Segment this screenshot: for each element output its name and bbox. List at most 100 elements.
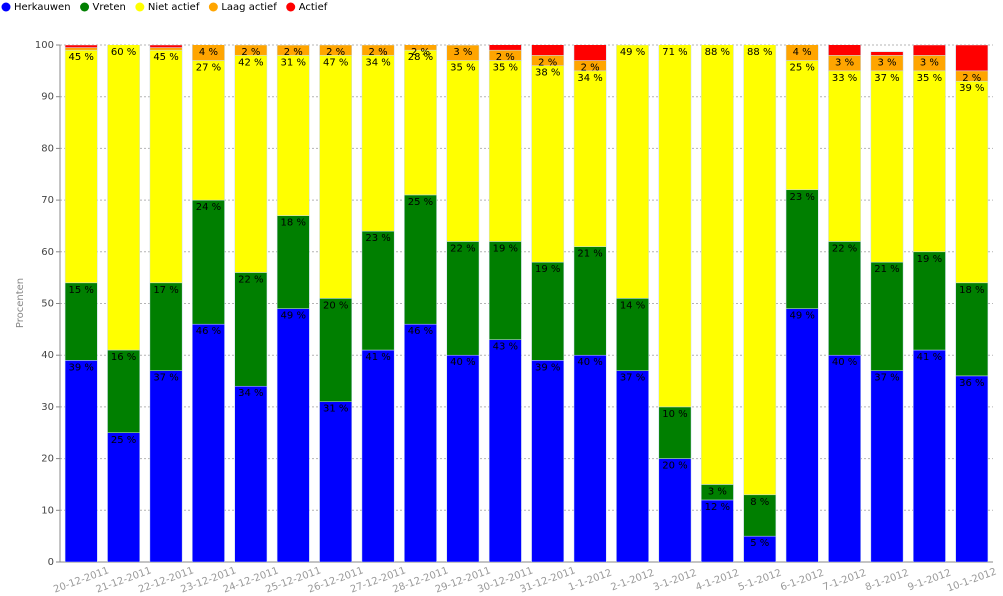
data-label: 3 % [708, 486, 727, 497]
bar-segment [404, 49, 437, 196]
bar-segment [785, 189, 819, 309]
bar-segment [446, 45, 480, 46]
data-label: 37 % [620, 373, 645, 384]
data-label: 34 % [365, 57, 390, 68]
data-label: 21 % [874, 264, 899, 275]
bar-segment [955, 80, 989, 284]
legend-label: Vreten [93, 2, 126, 13]
data-label: 37 % [153, 373, 178, 384]
data-label: 15 % [69, 285, 94, 296]
data-label: 40 % [450, 357, 475, 368]
y-tick-label: 40 [41, 350, 54, 361]
bar-segment [743, 494, 777, 537]
bar-segment [913, 251, 946, 351]
legend-marker [135, 2, 145, 12]
bar-segment [785, 60, 819, 191]
data-label: 3 % [920, 57, 939, 68]
bar-segment [573, 70, 607, 247]
data-label: 46 % [408, 326, 433, 337]
data-label: 18 % [281, 218, 306, 229]
bar-segment [234, 55, 268, 273]
bar-segment [319, 55, 353, 299]
bar-segment [319, 401, 353, 562]
bar-segment [488, 45, 522, 51]
bar-segment [531, 45, 565, 56]
bar-segment [276, 45, 310, 46]
bar-segment [785, 45, 819, 61]
bar-segment [870, 51, 904, 56]
bar-segment [828, 45, 861, 56]
bar-segment [828, 70, 861, 242]
y-axis-title: Procenten [15, 278, 26, 328]
bar-segment [404, 194, 437, 325]
data-label: 2 % [326, 47, 345, 58]
data-label: 14 % [620, 300, 645, 311]
plot-area [64, 45, 989, 562]
bar-segment [64, 45, 98, 48]
bar-segment [828, 241, 861, 356]
bar-segment [573, 45, 607, 61]
bar-segment [64, 47, 98, 51]
bar-segment [319, 298, 353, 402]
data-label: 2 % [284, 47, 303, 58]
data-label: 22 % [238, 274, 263, 285]
x-tick-label: 3-1-2012 [652, 568, 698, 594]
bar-segment [107, 432, 140, 562]
legend-label: Niet actief [148, 2, 200, 13]
data-label: 33 % [832, 73, 857, 84]
bar-segment [743, 45, 777, 496]
data-label: 88 % [747, 47, 772, 58]
bar-segment [743, 535, 777, 562]
bar-segment [64, 360, 98, 562]
data-label: 31 % [323, 404, 348, 415]
bar-segment [361, 45, 395, 56]
data-label: 3 % [453, 47, 472, 58]
data-label: 60 % [111, 47, 136, 58]
data-label: 88 % [705, 47, 730, 58]
data-label: 36 % [959, 378, 984, 389]
bar-segment [192, 323, 225, 562]
y-tick-label: 20 [41, 454, 54, 465]
bar-segment [192, 60, 225, 201]
data-label: 41 % [365, 352, 390, 363]
data-label: 20 % [662, 461, 687, 472]
data-label: 40 % [577, 357, 602, 368]
data-label: 20 % [323, 300, 348, 311]
data-label: 2 % [241, 47, 260, 58]
legend-marker [80, 2, 90, 12]
data-label: 21 % [577, 249, 602, 260]
bar-segment [531, 360, 565, 562]
data-label: 49 % [620, 47, 645, 58]
data-label: 23 % [789, 192, 814, 203]
data-label: 39 % [959, 83, 984, 94]
bar-segment [149, 282, 183, 371]
bar-segment [64, 282, 98, 361]
legend-marker [286, 2, 296, 12]
bar-segment [107, 45, 140, 351]
bar-segment [149, 49, 183, 284]
data-label: 2 % [538, 57, 557, 68]
bar-segment [488, 241, 522, 340]
data-label: 28 % [408, 52, 433, 63]
data-label: 3 % [877, 57, 896, 68]
data-label: 40 % [832, 357, 857, 368]
bar-segment [955, 282, 989, 377]
legend-label: Herkauwen [14, 2, 71, 13]
bar-segment [234, 385, 268, 562]
data-label: 39 % [535, 362, 560, 373]
data-label: 22 % [832, 243, 857, 254]
bar-segment [404, 45, 437, 51]
y-tick-label: 90 [41, 92, 54, 103]
bar-segment [192, 199, 225, 325]
data-label: 31 % [281, 57, 306, 68]
data-label: 19 % [493, 243, 518, 254]
data-label: 2 % [496, 52, 515, 63]
bar-segment [658, 406, 692, 459]
bar-segment [531, 261, 565, 361]
bar-segment [192, 45, 225, 61]
data-label: 25 % [408, 197, 433, 208]
data-label: 18 % [959, 285, 984, 296]
data-label: 34 % [238, 388, 263, 399]
bar-segment [573, 354, 607, 562]
